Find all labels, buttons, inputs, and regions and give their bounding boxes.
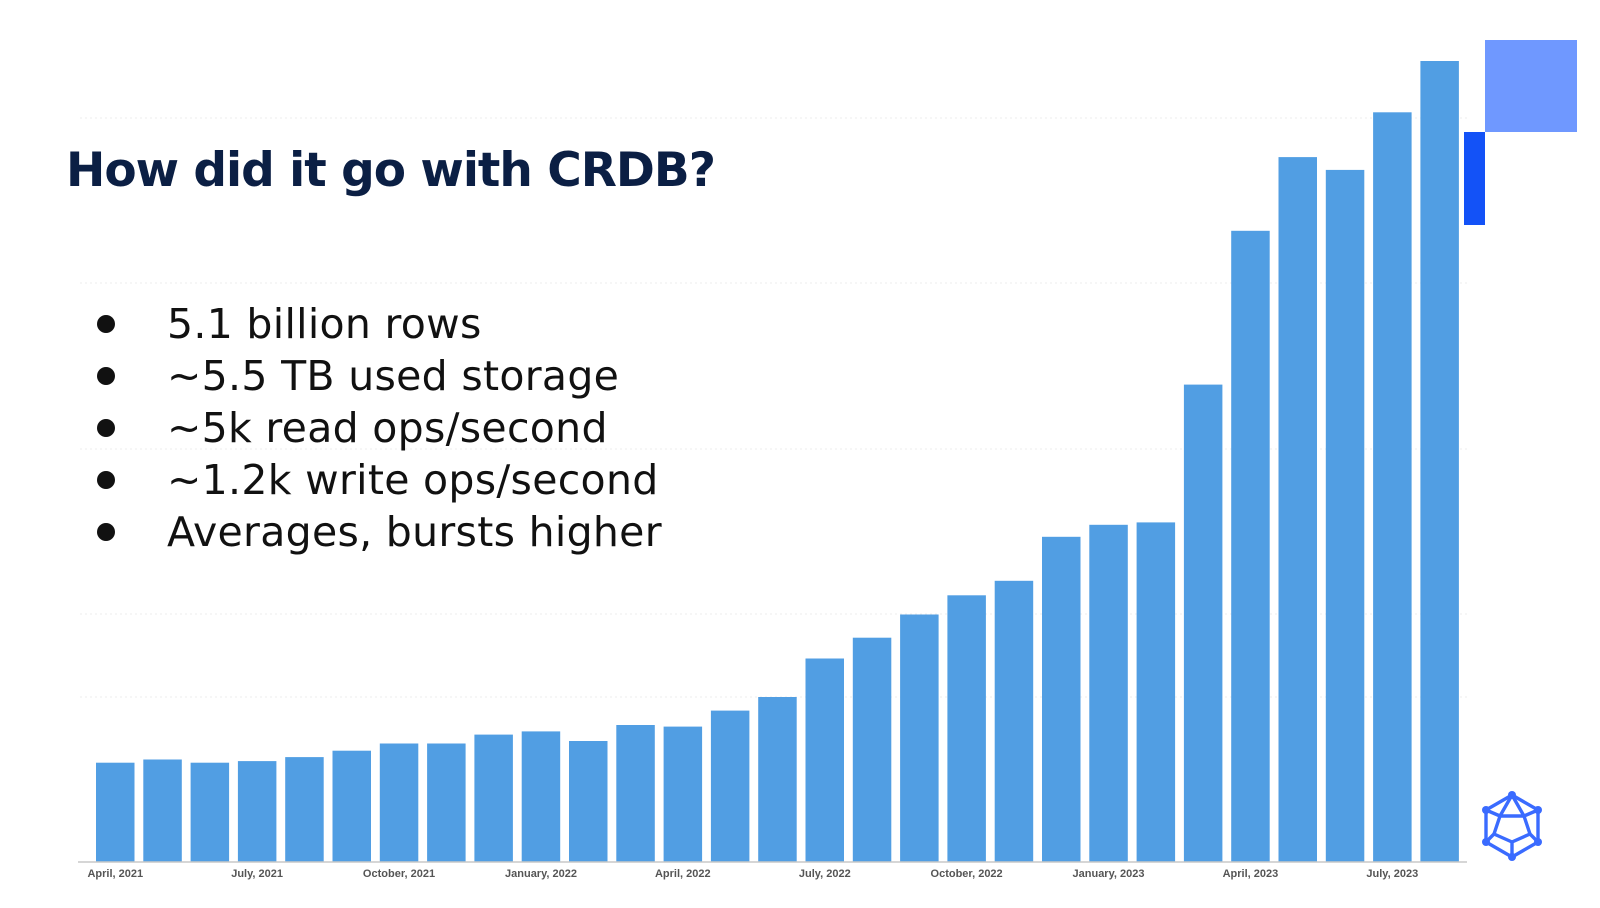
x-tick-label: January, 2022 [505,868,577,880]
x-tick-label: April, 2022 [655,868,711,880]
x-tick-label: April, 2023 [1223,868,1279,880]
x-tick-label: July, 2023 [1366,868,1418,880]
x-tick-label: July, 2021 [231,868,283,880]
bullet-text: ~5k read ops/second [167,404,608,452]
chart-bar: February, 2022 [569,741,608,862]
chart-bar: August, 2021 [285,757,324,862]
accent-square-light [1485,40,1577,132]
chart-bar: April, 2023 [1231,230,1270,863]
chart-bar: March, 2022 [616,725,655,862]
chart-bar: September, 2021 [332,750,371,862]
x-tick-label: July, 2022 [799,868,851,880]
chart-bar: May, 2021 [143,759,182,862]
chart-bar: October, 2022 [947,595,986,862]
chart-bar: June, 2022 [758,697,797,862]
bullet-text: ~5.5 TB used storage [167,352,620,400]
chart-bar: July, 2023 [1373,112,1412,863]
hexagon-network-logo-icon [1482,791,1542,861]
bullet-item: ~5.5 TB used storage [88,350,662,402]
bullet-dot-icon [97,419,115,437]
bullet-dot-icon [97,315,115,333]
chart-bar: March, 2023 [1183,384,1223,862]
chart-bar: December, 2021 [474,734,513,862]
bullet-text: 5.1 billion rows [167,300,482,348]
chart-bar: November, 2022 [994,580,1034,862]
bullet-text: Averages, bursts higher [167,508,662,556]
bullet-item: ~5k read ops/second [88,402,662,454]
x-tick-label: October, 2021 [363,868,435,880]
x-tick-label: January, 2023 [1073,868,1145,880]
chart-bar: June, 2023 [1325,169,1365,862]
bullet-dot-icon [97,471,115,489]
chart-bar: August, 2022 [852,637,892,862]
bullet-item: Averages, bursts higher [88,506,662,558]
bullet-list: 5.1 billion rows ~5.5 TB used storage ~5… [88,298,662,558]
bullet-item: ~1.2k write ops/second [88,454,662,506]
chart-bar: August, 2023 [1420,61,1459,862]
chart-bar: May, 2022 [710,710,750,862]
slide-title: How did it go with CRDB? [66,143,716,198]
chart-bar: April, 2021 [96,762,135,862]
chart-bar: November, 2021 [427,743,466,862]
x-axis-tick-labels: April, 2021 July, 2021 October, 2021 Januar… [87,868,1418,880]
chart-bar: May, 2023 [1278,157,1317,863]
chart-bar: February, 2023 [1136,522,1176,862]
bullet-item: 5.1 billion rows [88,298,662,350]
bullet-text: ~1.2k write ops/second [167,456,659,504]
x-tick-label: October, 2022 [931,868,1003,880]
chart-bar: April, 2022 [663,726,703,862]
accent-bar-dark [1464,132,1485,225]
chart-bar: January, 2023 [1089,524,1128,862]
chart-bar: December, 2022 [1042,536,1081,862]
chart-bar: October, 2021 [379,743,419,862]
bullet-dot-icon [97,367,115,385]
chart-bar: July, 2022 [805,658,844,862]
chart-bar: June, 2021 [190,762,230,862]
x-tick-label: April, 2021 [87,868,143,880]
chart-bar: January, 2022 [521,731,561,862]
bullet-dot-icon [97,523,115,541]
chart-bar: July, 2021 [237,761,277,862]
chart-bar: September, 2022 [900,614,939,862]
